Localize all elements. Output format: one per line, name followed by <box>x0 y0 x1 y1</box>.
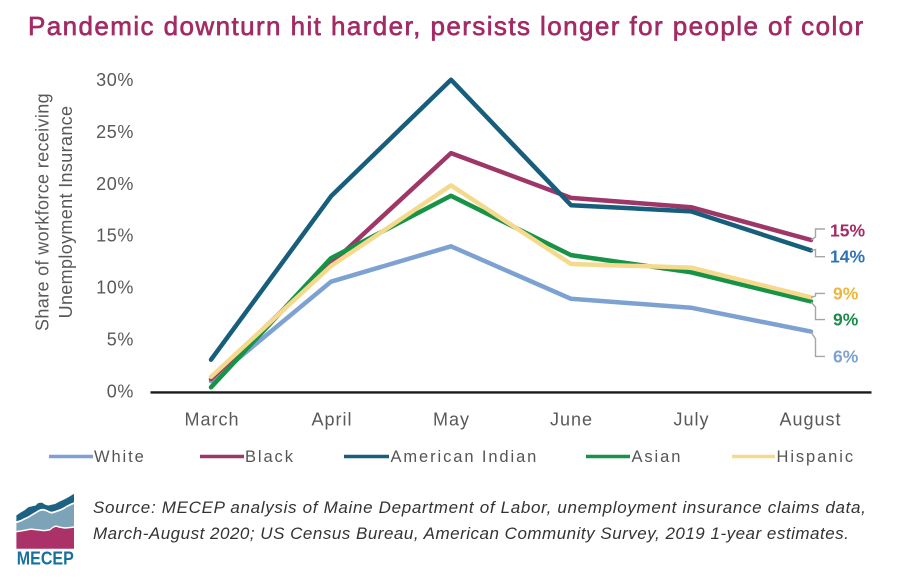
svg-text:April: April <box>311 410 352 430</box>
svg-text:July: July <box>673 410 709 430</box>
svg-text:25%: 25% <box>96 122 134 142</box>
svg-text:White: White <box>94 448 146 466</box>
svg-text:Share of workforce receiving: Share of workforce receiving <box>33 93 53 331</box>
svg-text:0%: 0% <box>107 381 134 401</box>
svg-text:30%: 30% <box>96 70 134 90</box>
svg-text:15%: 15% <box>96 226 134 246</box>
svg-text:March: March <box>184 410 239 430</box>
svg-text:20%: 20% <box>96 174 134 194</box>
svg-text:MECEP: MECEP <box>17 547 74 568</box>
svg-text:American Indian: American Indian <box>391 448 539 466</box>
svg-text:June: June <box>550 410 593 430</box>
svg-text:May: May <box>433 410 470 430</box>
svg-text:9%: 9% <box>833 310 859 330</box>
svg-text:March-August 2020; US Census B: March-August 2020; US Census Bureau, Ame… <box>93 524 849 543</box>
svg-text:Source: MECEP analysis of Main: Source: MECEP analysis of Maine Departme… <box>93 498 867 517</box>
svg-text:Hispanic: Hispanic <box>777 448 855 466</box>
svg-text:15%: 15% <box>830 221 865 241</box>
svg-text:9%: 9% <box>833 284 859 304</box>
svg-text:Unemployment Insurance: Unemployment Insurance <box>56 106 76 319</box>
svg-text:10%: 10% <box>96 278 134 298</box>
svg-text:August: August <box>779 410 841 430</box>
svg-text:Black: Black <box>245 448 295 466</box>
svg-text:Asian: Asian <box>632 448 683 466</box>
svg-text:14%: 14% <box>830 247 865 267</box>
svg-text:6%: 6% <box>833 346 859 366</box>
svg-text:5%: 5% <box>107 330 134 350</box>
